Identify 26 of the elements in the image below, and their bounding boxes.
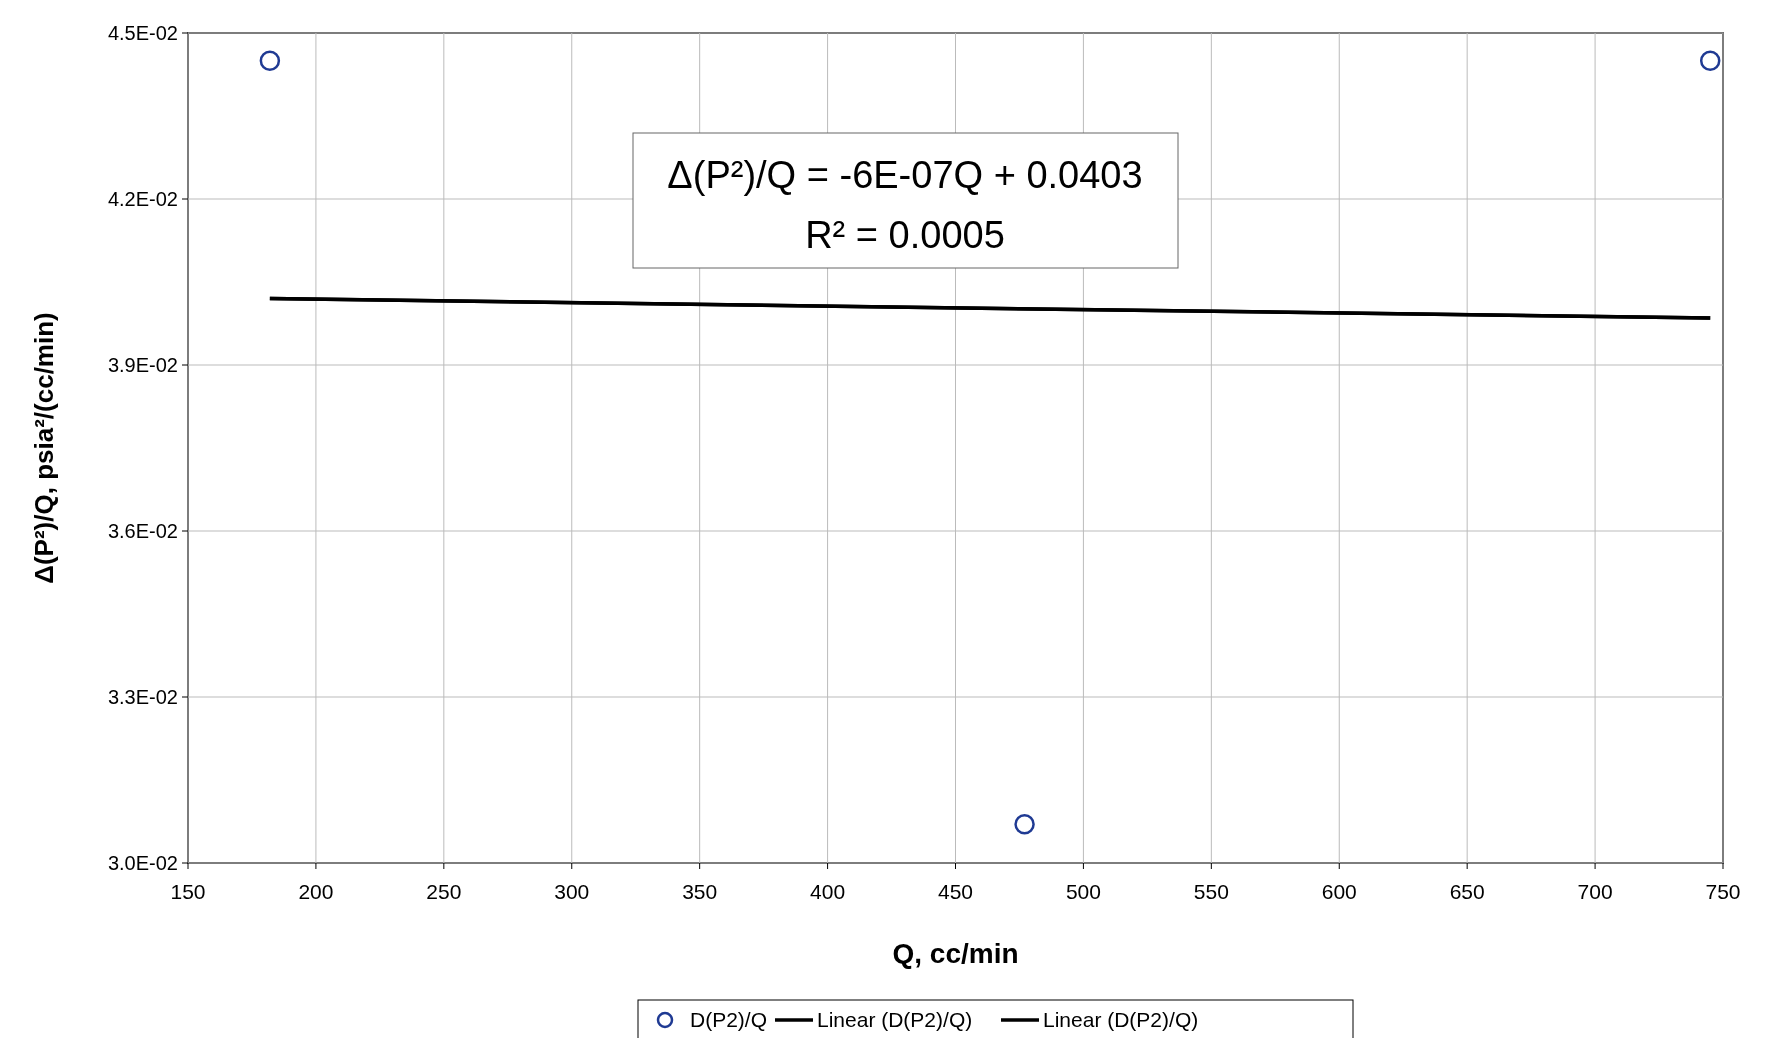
x-tick-label: 550 xyxy=(1193,880,1229,903)
x-axis-title: Q, cc/min xyxy=(892,938,1019,969)
legend-label: D(P2)/Q xyxy=(690,1008,768,1031)
x-tick-label: 650 xyxy=(1449,880,1485,903)
annotation: R² = 0.0005 xyxy=(805,214,1005,256)
y-axis-title: Δ(P²)/Q, psia²/(cc/min) xyxy=(29,312,59,584)
x-tick-label: 350 xyxy=(682,880,718,903)
x-tick-label: 250 xyxy=(426,880,462,903)
x-tick-label: 750 xyxy=(1705,880,1741,903)
y-tick-label: 3.3E-02 xyxy=(107,686,178,708)
legend-label: Linear (D(P2)/Q) xyxy=(817,1008,973,1031)
x-tick-label: 400 xyxy=(810,880,846,903)
y-tick-label: 3.6E-02 xyxy=(107,520,178,542)
y-tick-label: 3.9E-02 xyxy=(107,354,178,376)
x-tick-label: 450 xyxy=(937,880,974,903)
x-tick-label: 500 xyxy=(1065,880,1101,903)
x-tick-label: 600 xyxy=(1321,880,1357,903)
y-tick-label: 4.5E-02 xyxy=(107,22,178,44)
y-tick-label: 3.0E-02 xyxy=(107,852,178,874)
y-tick-label: 4.2E-02 xyxy=(107,188,178,210)
x-tick-label: 200 xyxy=(298,880,334,903)
x-tick-label: 700 xyxy=(1577,880,1613,903)
x-tick-label: 300 xyxy=(554,880,590,903)
x-tick-label: 150 xyxy=(170,880,206,903)
annotation: Δ(P²)/Q = -6E-07Q + 0.0403 xyxy=(667,154,1143,196)
legend-label: Linear (D(P2)/Q) xyxy=(1043,1008,1199,1031)
